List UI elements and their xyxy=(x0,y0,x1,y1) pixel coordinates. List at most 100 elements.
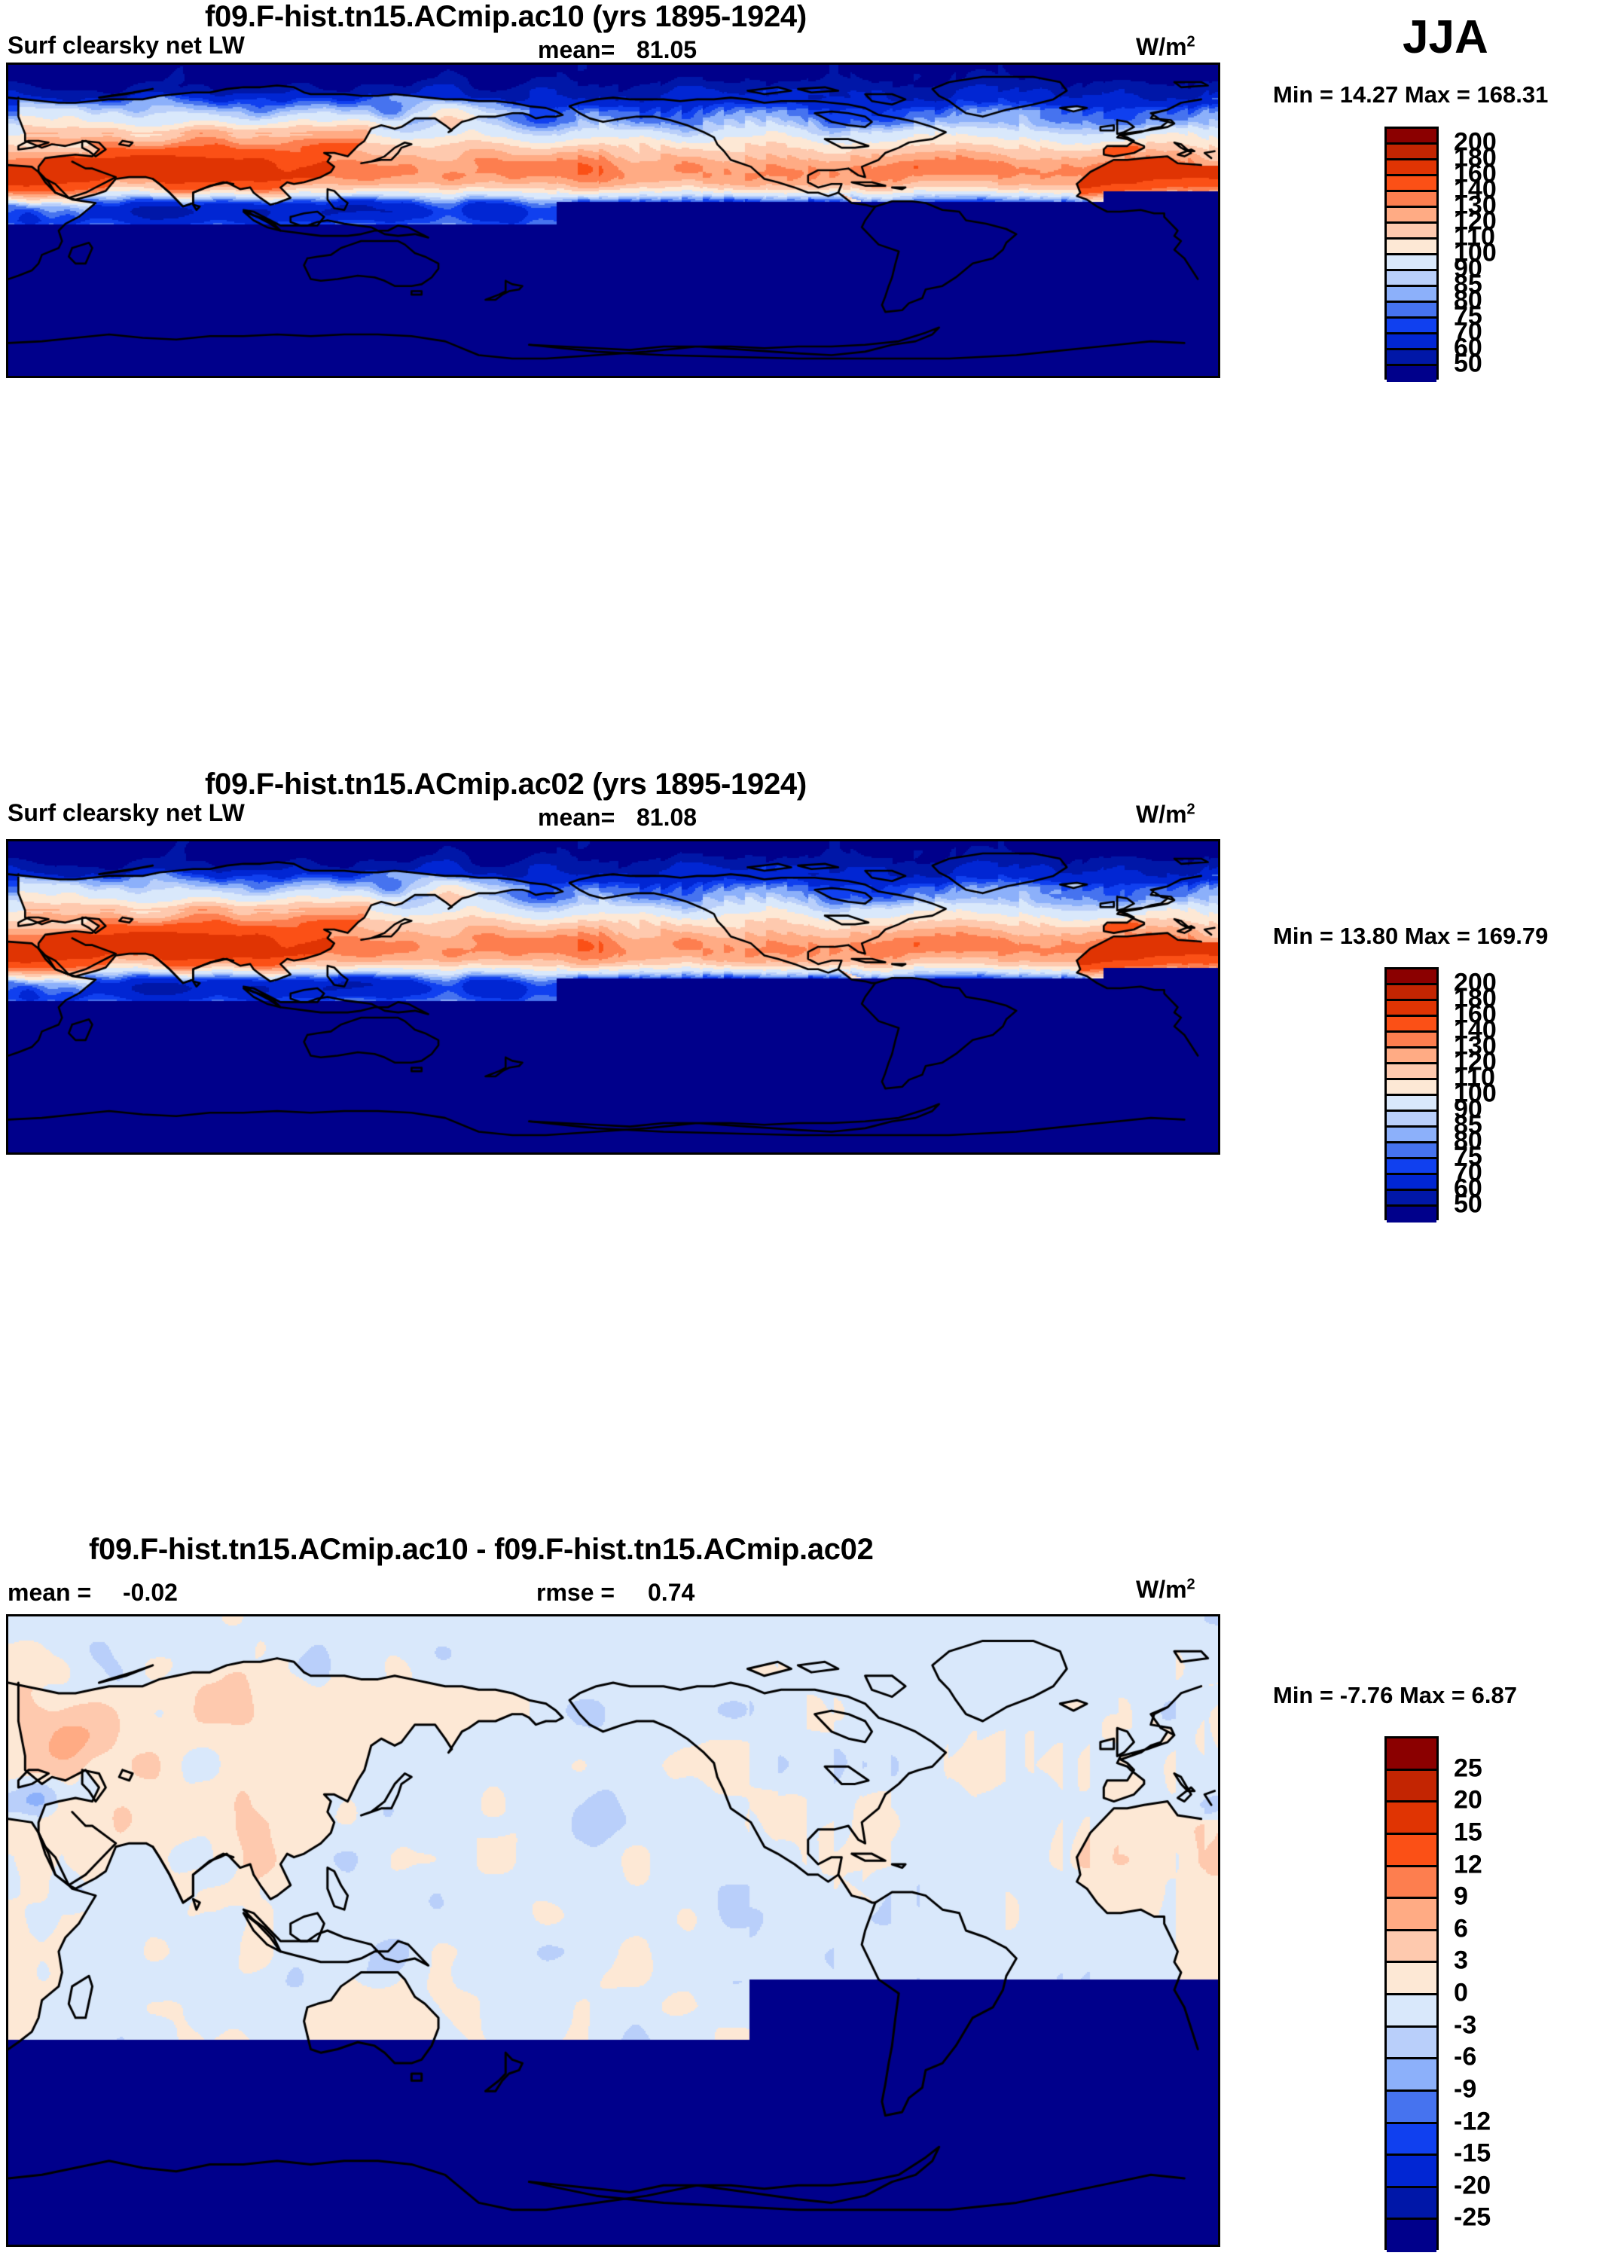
colorbar-tick-label: 110 xyxy=(1454,222,1495,252)
units-symbol: W/m xyxy=(1136,33,1187,60)
colorbar-segment xyxy=(1387,2091,1436,2124)
colorbar-segment xyxy=(1387,1834,1436,1867)
colorbar-segment xyxy=(1387,1963,1436,1995)
colorbar-tick-label: 130 xyxy=(1454,1031,1497,1061)
colorbar-segment xyxy=(1387,145,1436,160)
colorbar-tick-label: 50 xyxy=(1454,1189,1482,1219)
colorbar-tick-label: 200 xyxy=(1454,968,1497,997)
colorbar-tick-label: -25 xyxy=(1454,2202,1491,2232)
colorbar-segment xyxy=(1387,2059,1436,2092)
colorbar-tick-label: 90 xyxy=(1454,254,1482,283)
colorbar-segment xyxy=(1387,2187,1436,2221)
colorbar-segment xyxy=(1387,271,1436,287)
colorbar-tick-label: 180 xyxy=(1454,984,1497,1013)
panel-top-units: W/m2 xyxy=(1136,33,1195,61)
colorbar-tick-label: 75 xyxy=(1454,1142,1482,1171)
colorbar-strip xyxy=(1384,967,1439,1223)
colorbar-tick-label: 15 xyxy=(1454,1818,1482,1847)
colorbar-tick-label: 100 xyxy=(1454,1079,1497,1108)
map-canvas-diff xyxy=(8,1616,1218,2245)
colorbar-segment xyxy=(1387,2156,1436,2188)
panel-middle-mean-value: 81.08 xyxy=(636,804,698,831)
colorbar-segment xyxy=(1387,1207,1436,1223)
colorbar-tick-label: 100 xyxy=(1454,238,1497,267)
panel-diff-mean-value: -0.02 xyxy=(123,1579,178,1606)
colorbar-segment xyxy=(1387,1096,1436,1112)
colorbar-tick-label: 60 xyxy=(1454,1174,1482,1203)
colorbar-segment xyxy=(1387,366,1436,382)
units-exponent: 2 xyxy=(1186,1576,1195,1593)
colorbar-tick-labels: 200 180 160 140 130 120 110 100 90 85 80 75 70 60 50 xyxy=(1454,967,1559,1220)
colorbar-tick-label: 0 xyxy=(1454,1978,1468,2007)
colorbar-tick-label: 60 xyxy=(1454,333,1482,362)
map-panel-middle xyxy=(6,839,1220,1155)
colorbar-segment xyxy=(1387,985,1436,1001)
panel-diff-rmse-label: rmse = xyxy=(536,1579,615,1606)
colorbar-tick-label: 130 xyxy=(1454,191,1497,220)
units-symbol: W/m xyxy=(1136,1576,1187,1603)
colorbar-tick-label: 85 xyxy=(1454,270,1482,299)
colorbar-segment xyxy=(1387,240,1436,255)
colorbar-segment xyxy=(1387,1033,1436,1049)
colorbar-segment xyxy=(1387,192,1436,208)
colorbar-segment xyxy=(1387,2123,1436,2157)
season-label: JJA xyxy=(1403,11,1488,63)
colorbar-segment xyxy=(1387,1112,1436,1128)
colorbar-segment xyxy=(1387,350,1436,366)
units-exponent: 2 xyxy=(1186,801,1195,818)
colorbar-strip xyxy=(1384,1736,1439,2252)
colorbar-tick-labels: 200 180 160 140 130 120 110 100 90 85 80 75 70 60 50 xyxy=(1454,127,1559,380)
colorbar-tick-label: 120 xyxy=(1454,1047,1497,1076)
colorbar-segment xyxy=(1387,1017,1436,1033)
colorbar-tick-label: 80 xyxy=(1454,1126,1482,1155)
panel-middle-units: W/m2 xyxy=(1136,801,1195,829)
colorbar-segment xyxy=(1387,1143,1436,1159)
colorbar-tick-label: 12 xyxy=(1454,1850,1482,1879)
map-panel-top xyxy=(6,63,1220,378)
panel-diff-title: f09.F-hist.tn15.ACmip.ac10 - f09.F-hist.… xyxy=(89,1533,874,1566)
panel-middle-title: f09.F-hist.tn15.ACmip.ac02 (yrs 1895-192… xyxy=(205,768,807,801)
colorbar-segment xyxy=(1387,1995,1436,2028)
panel-diff-rmse-value: 0.74 xyxy=(648,1579,695,1606)
units-exponent: 2 xyxy=(1186,33,1195,50)
panel-diff-mean-label: mean = xyxy=(8,1579,92,1606)
colorbar-tick-label: -6 xyxy=(1454,2042,1477,2071)
panel-diff-minmax: Min = -7.76 Max = 6.87 xyxy=(1273,1682,1517,1708)
colorbar-segment xyxy=(1387,129,1436,145)
colorbar-segment xyxy=(1387,1159,1436,1175)
panel-top-minmax: Min = 14.27 Max = 168.31 xyxy=(1273,81,1549,108)
colorbar-segment xyxy=(1387,176,1436,192)
colorbar-segment xyxy=(1387,287,1436,303)
colorbar-segment xyxy=(1387,255,1436,271)
colorbar-tick-label: 20 xyxy=(1454,1785,1482,1815)
colorbar-segment xyxy=(1387,1049,1436,1064)
panel-middle-mean-label: mean= xyxy=(538,804,615,831)
colorbar-segment xyxy=(1387,2027,1436,2060)
colorbar-tick-label: -20 xyxy=(1454,2171,1491,2200)
colorbar-segment xyxy=(1387,1080,1436,1096)
colorbar-segment xyxy=(1387,969,1436,985)
colorbar-tick-label: -12 xyxy=(1454,2107,1491,2135)
colorbar-tick-label: 180 xyxy=(1454,143,1497,172)
colorbar-tick-label: 80 xyxy=(1454,285,1482,315)
colorbar-diff: 25 20 15 12 9 6 3 0 -3 -6 -9 -12 -15 -20 -25 xyxy=(1384,1736,1610,2252)
panel-top-mean-value: 81.05 xyxy=(636,36,698,63)
colorbar-tick-label: 6 xyxy=(1454,1914,1468,1943)
colorbar-segment xyxy=(1387,1001,1436,1017)
colorbar-segment xyxy=(1387,208,1436,224)
colorbar-segment xyxy=(1387,2220,1436,2252)
colorbar-segment xyxy=(1387,334,1436,350)
colorbar-tick-label: -15 xyxy=(1454,2138,1491,2168)
colorbar-tick-label: 140 xyxy=(1454,175,1497,204)
colorbar-tick-label: 200 xyxy=(1454,127,1497,157)
map-panel-diff xyxy=(6,1614,1220,2247)
colorbar-segment xyxy=(1387,1738,1436,1771)
colorbar-segment xyxy=(1387,1931,1436,1964)
units-symbol: W/m xyxy=(1136,801,1187,828)
colorbar-segment xyxy=(1387,1128,1436,1143)
panel-top-mean-label: mean= xyxy=(538,36,615,63)
colorbar-tick-label: -3 xyxy=(1454,2010,1477,2040)
colorbar-segment xyxy=(1387,1802,1436,1835)
colorbar-top: 200 180 160 140 130 120 110 100 90 85 80 75 70 60 50 xyxy=(1384,127,1610,382)
